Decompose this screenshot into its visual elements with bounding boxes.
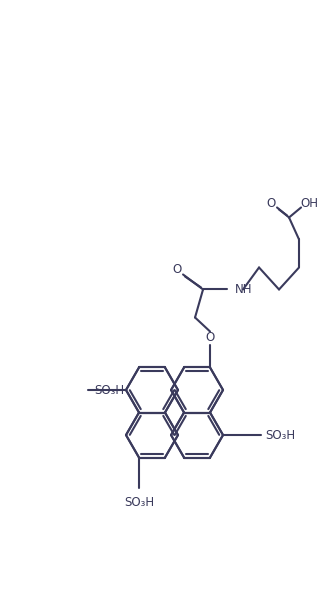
Text: O: O (266, 197, 276, 210)
Text: O: O (205, 331, 215, 344)
Text: O: O (173, 263, 182, 276)
Text: NH: NH (235, 283, 253, 296)
Text: SO₃H: SO₃H (124, 495, 154, 509)
Text: OH: OH (300, 197, 318, 210)
Text: SO₃H: SO₃H (265, 428, 295, 442)
Text: SO₃H: SO₃H (94, 384, 124, 396)
